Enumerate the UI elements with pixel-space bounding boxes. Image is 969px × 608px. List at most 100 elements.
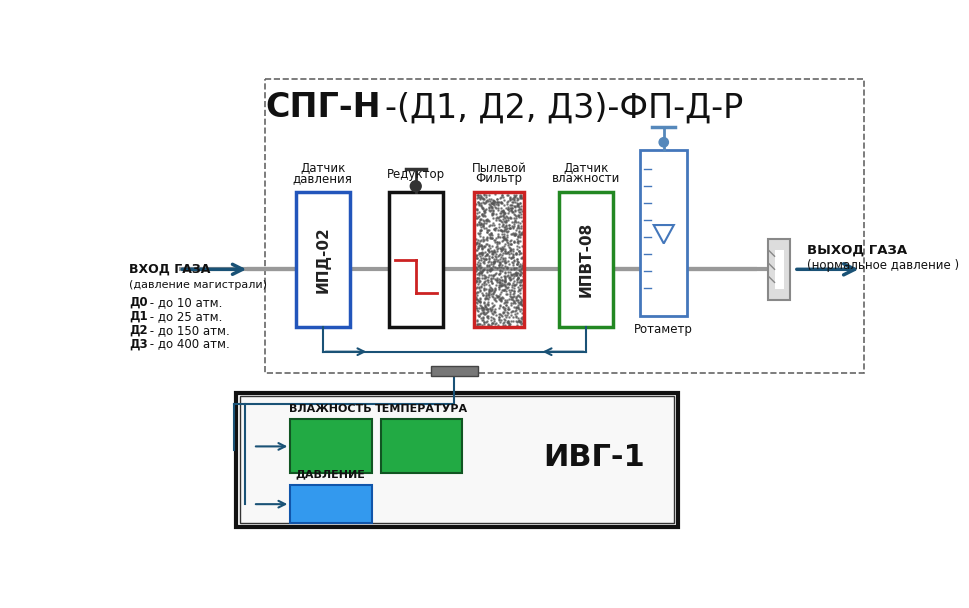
- Point: [485, 201, 501, 210]
- Point: [477, 251, 492, 261]
- Point: [510, 212, 525, 221]
- Point: [470, 287, 485, 297]
- Text: ВХОД ГАЗА: ВХОД ГАЗА: [129, 263, 210, 276]
- Point: [514, 319, 529, 328]
- Point: [485, 257, 501, 267]
- Point: [510, 314, 525, 323]
- Point: [475, 221, 490, 231]
- Point: [500, 308, 516, 318]
- Point: [494, 232, 510, 241]
- Point: [475, 215, 490, 225]
- Point: [473, 201, 488, 210]
- Point: [495, 248, 511, 258]
- Point: [499, 199, 515, 209]
- Point: [474, 303, 489, 313]
- Point: [509, 259, 524, 269]
- Point: [486, 189, 502, 199]
- Point: [476, 258, 491, 268]
- Point: [480, 277, 495, 287]
- Point: [499, 263, 515, 272]
- Bar: [290, 485, 371, 523]
- Point: [478, 223, 493, 233]
- Point: [474, 241, 489, 250]
- Point: [490, 313, 506, 322]
- Point: [502, 236, 517, 246]
- Point: [506, 298, 521, 308]
- Point: [510, 289, 525, 299]
- Point: [508, 211, 523, 221]
- Circle shape: [410, 181, 421, 192]
- Point: [472, 214, 487, 224]
- Point: [512, 288, 527, 298]
- Point: [474, 267, 489, 277]
- Point: [493, 227, 509, 237]
- Point: [503, 274, 518, 284]
- Point: [484, 241, 499, 250]
- Point: [495, 225, 511, 235]
- Point: [501, 213, 516, 223]
- Point: [481, 246, 496, 255]
- Point: [510, 316, 525, 326]
- Point: [498, 224, 514, 234]
- Point: [510, 222, 525, 232]
- Text: СПГ-Н: СПГ-Н: [265, 91, 381, 124]
- Point: [500, 190, 516, 199]
- Point: [468, 269, 484, 279]
- Point: [508, 311, 523, 321]
- Point: [491, 265, 507, 275]
- Point: [484, 313, 500, 323]
- Point: [513, 253, 528, 263]
- Point: [470, 199, 485, 209]
- Point: [509, 235, 524, 244]
- Point: [500, 213, 516, 223]
- Point: [507, 202, 522, 212]
- Point: [467, 275, 483, 285]
- Point: [495, 207, 511, 217]
- Point: [472, 297, 487, 307]
- Point: [510, 219, 525, 229]
- Point: [471, 207, 486, 216]
- Point: [490, 309, 506, 319]
- Point: [496, 315, 512, 325]
- Point: [477, 271, 492, 281]
- Point: [510, 232, 525, 242]
- Point: [484, 204, 500, 213]
- Point: [513, 320, 528, 330]
- Point: [494, 226, 510, 236]
- Point: [478, 308, 493, 317]
- Point: [474, 266, 489, 276]
- Point: [471, 240, 486, 249]
- Point: [507, 192, 522, 202]
- Point: [490, 292, 506, 302]
- Point: [489, 232, 505, 241]
- Point: [479, 265, 494, 275]
- Point: [495, 281, 511, 291]
- Point: [514, 316, 529, 325]
- Point: [490, 291, 506, 301]
- Point: [489, 250, 505, 260]
- Point: [471, 269, 486, 278]
- Text: Д0: Д0: [129, 296, 147, 309]
- Point: [473, 213, 488, 223]
- Point: [470, 295, 485, 305]
- Point: [499, 212, 515, 221]
- Point: [508, 229, 523, 238]
- Point: [473, 269, 488, 278]
- Point: [477, 294, 492, 303]
- Point: [484, 291, 499, 301]
- Point: [491, 282, 507, 292]
- Point: [476, 210, 491, 219]
- Point: [469, 190, 484, 200]
- Point: [497, 246, 513, 256]
- Point: [496, 277, 512, 286]
- Point: [477, 247, 492, 257]
- Point: [487, 225, 503, 235]
- Point: [472, 193, 487, 203]
- Point: [475, 254, 490, 263]
- Point: [486, 262, 502, 272]
- Point: [512, 270, 527, 280]
- Point: [498, 230, 514, 240]
- Point: [469, 243, 484, 252]
- Point: [489, 243, 505, 253]
- Point: [490, 285, 506, 294]
